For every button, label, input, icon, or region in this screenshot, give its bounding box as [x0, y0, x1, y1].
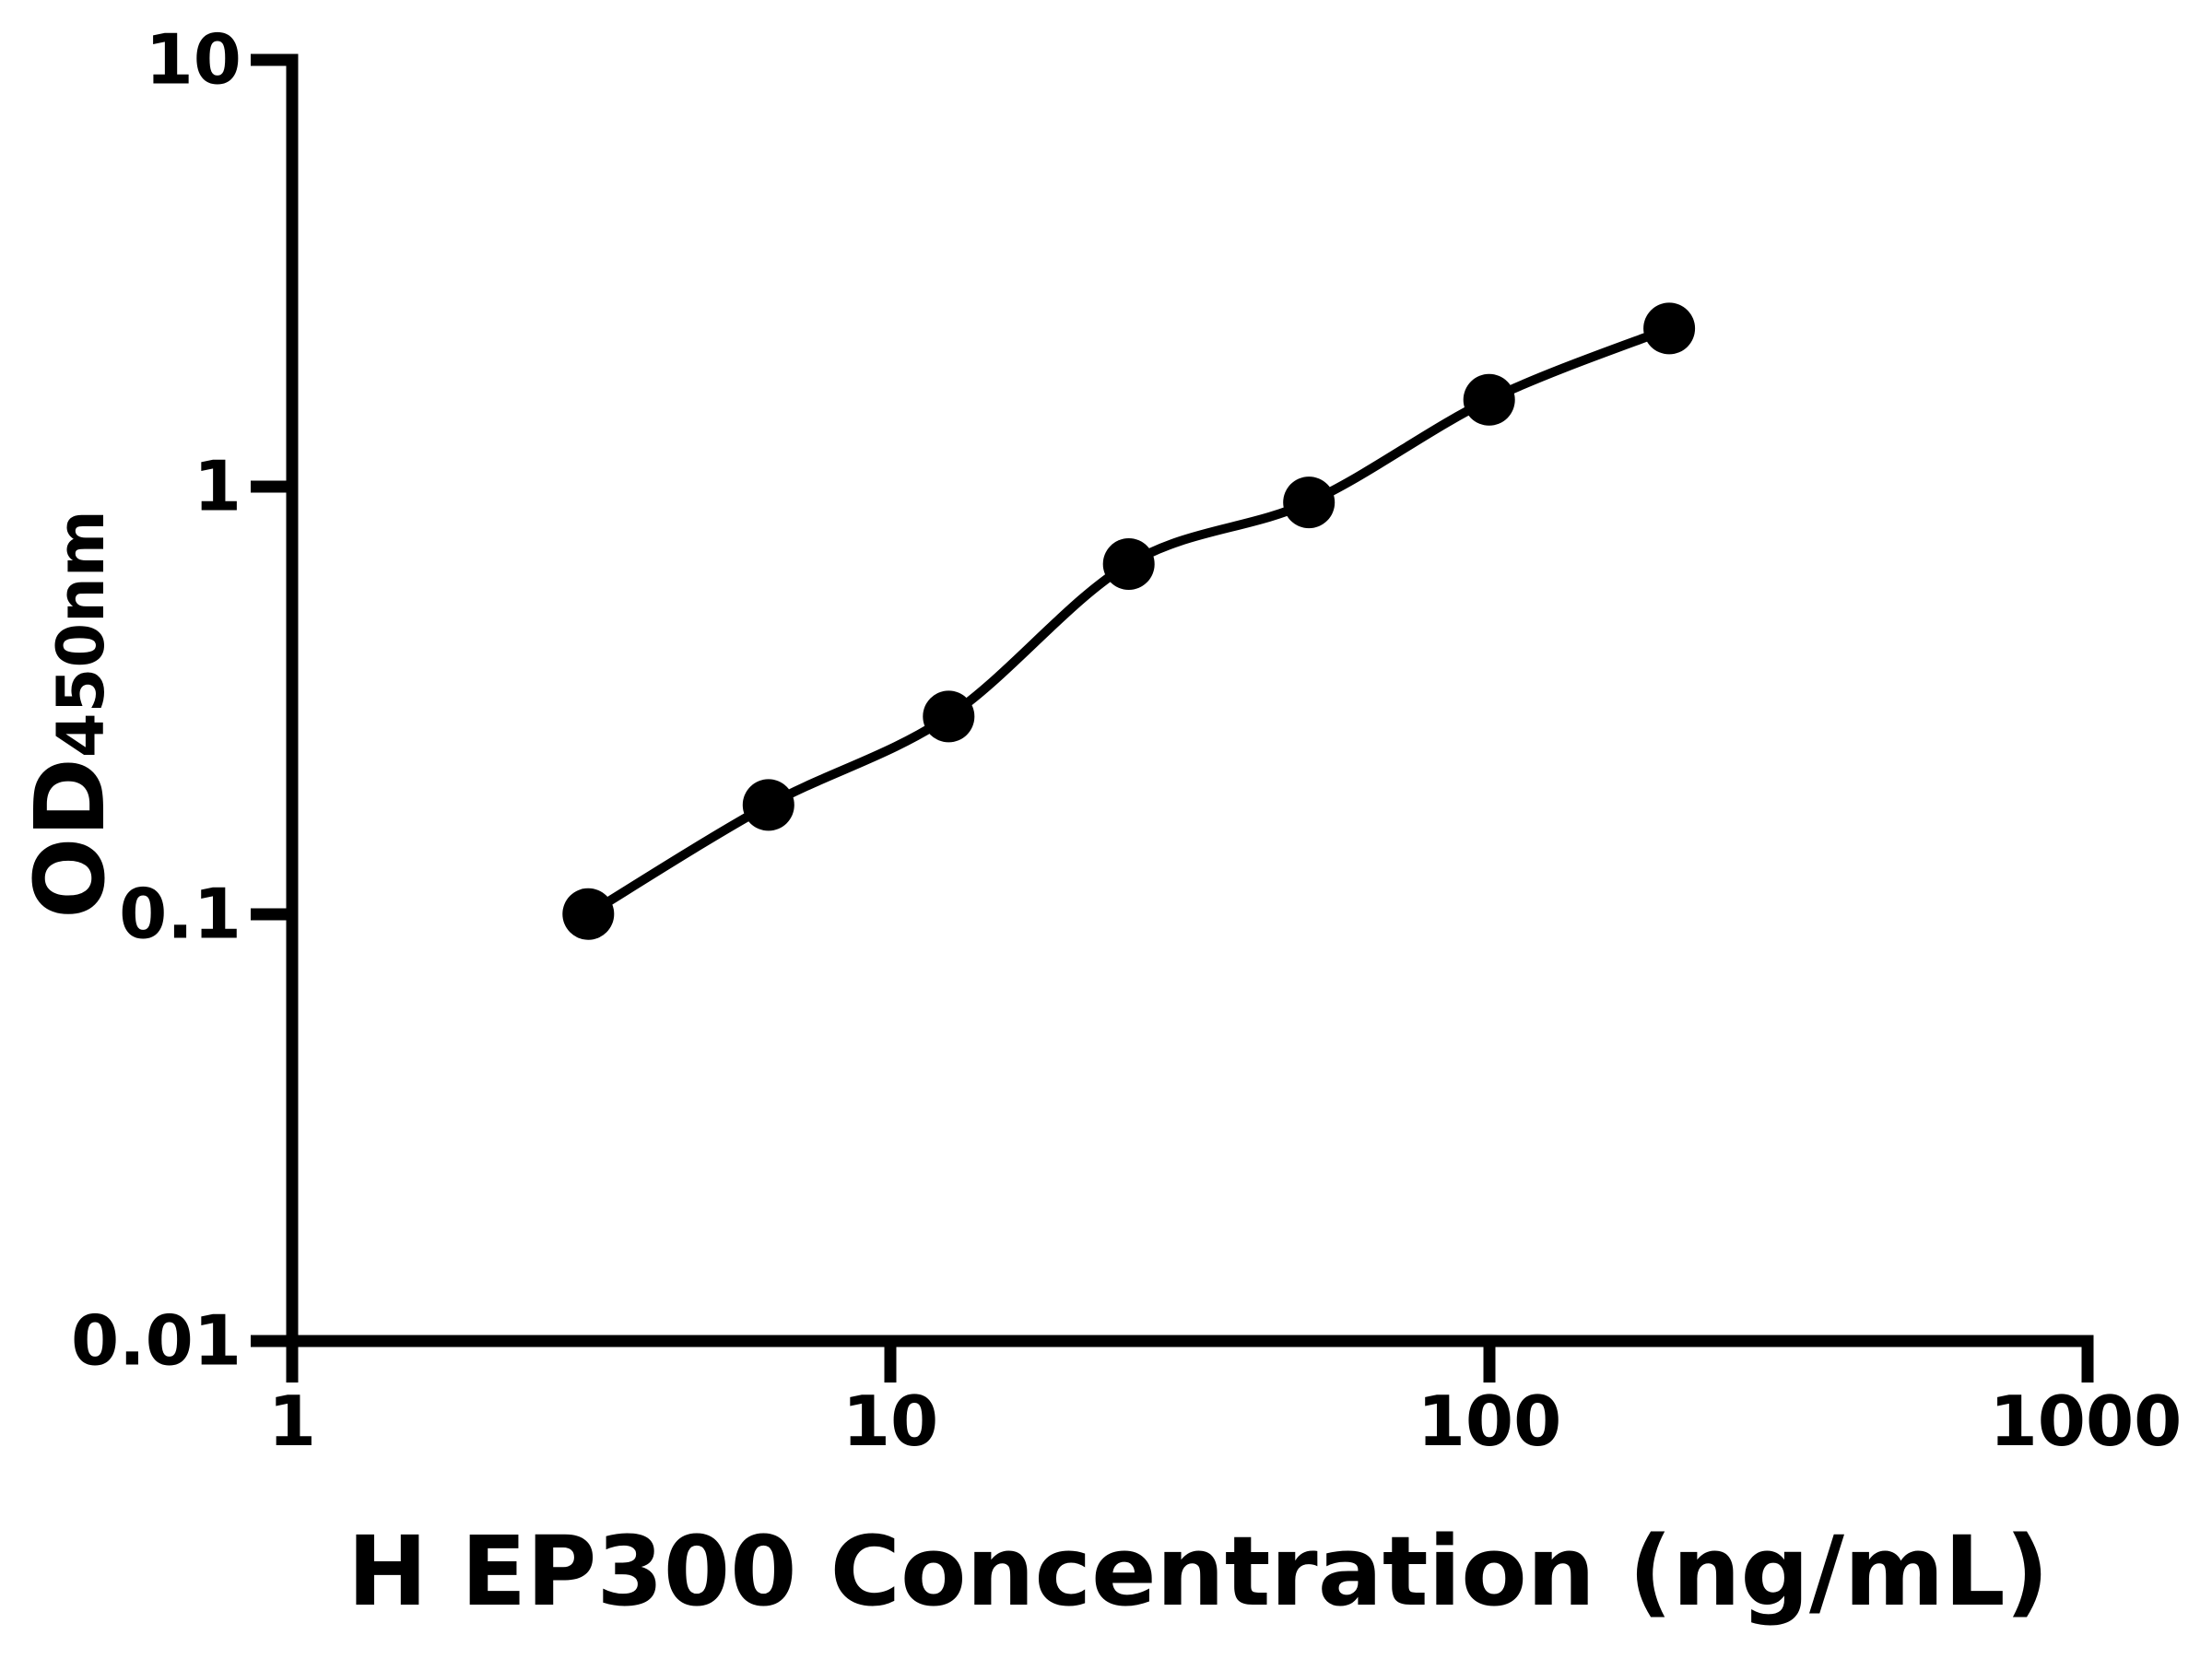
y-tick-label-0.1: 0.1: [119, 873, 241, 955]
x-tick-label-1: 1: [267, 1381, 317, 1462]
x-tick-label-1000: 1000: [1989, 1381, 2183, 1462]
data-point-4: [1102, 538, 1155, 590]
data-point-3: [923, 690, 975, 743]
y-tick-label-1: 1: [193, 445, 241, 527]
y-axis-title-subscript: 450nm: [43, 510, 119, 759]
x-tick-label-10: 10: [841, 1381, 939, 1462]
y-tick-label-0.01: 0.01: [70, 1300, 241, 1382]
data-point-6: [1463, 373, 1515, 426]
data-point-1: [562, 888, 615, 940]
data-series-layer: [562, 302, 1696, 940]
data-point-5: [1283, 477, 1335, 529]
data-point-2: [742, 779, 794, 831]
x-tick-label-100: 100: [1417, 1381, 1562, 1462]
data-point-7: [1643, 302, 1696, 355]
x-axis-title: H EP300 Concentration (ng/mL): [347, 1515, 2050, 1628]
y-axis-title: OD450nm: [14, 510, 132, 919]
y-tick-label-10: 10: [145, 18, 241, 100]
axes: [251, 53, 2094, 1382]
y-axis-title-main: OD: [14, 758, 126, 919]
